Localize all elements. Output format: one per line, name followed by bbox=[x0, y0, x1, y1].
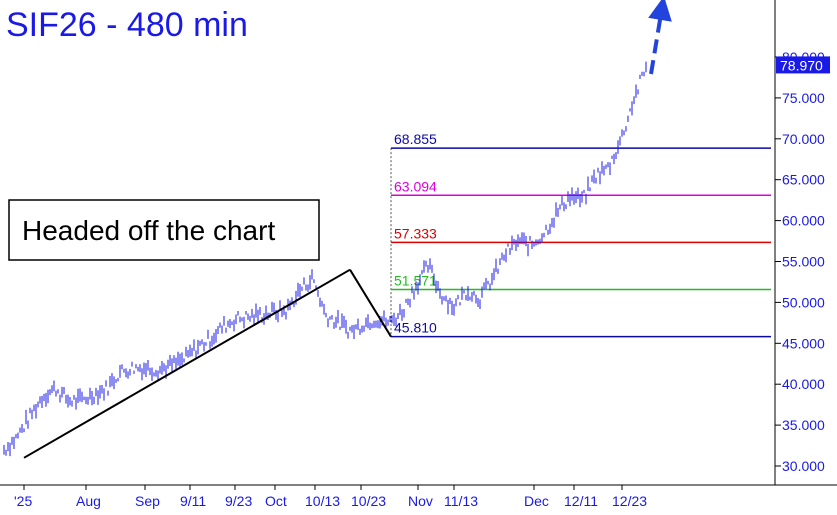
x-tick-label: 10/23 bbox=[351, 493, 386, 509]
x-tick-label: Nov bbox=[408, 493, 433, 509]
pattern-line bbox=[23, 268, 351, 459]
chart-title: SIF26 - 480 min bbox=[6, 6, 248, 44]
x-tick-label: Sep bbox=[135, 493, 160, 509]
annotation-box: Headed off the chart bbox=[8, 199, 320, 261]
pattern-lines bbox=[23, 268, 392, 459]
x-tick-label: 11/13 bbox=[444, 493, 478, 509]
level-label: 57.333 bbox=[394, 225, 437, 241]
level-label: 63.094 bbox=[394, 178, 437, 194]
fib-levels: 68.855 63.094 57.333 51.571 45.810 bbox=[390, 131, 771, 338]
level-label: 68.855 bbox=[394, 131, 437, 147]
x-tick-label: Aug bbox=[76, 493, 101, 509]
x-axis: '25 Aug Sep 9/11 9/23 Oct 10/13 10/23 Nov 11/13 De… bbox=[14, 485, 647, 509]
x-tick-label: Dec bbox=[524, 493, 549, 509]
x-tick-label: 10/13 bbox=[305, 493, 340, 509]
breakout-arrow bbox=[648, 0, 672, 75]
x-tick-label: Oct bbox=[265, 493, 287, 509]
y-tick-label: 35.000 bbox=[782, 417, 825, 433]
y-tick-label: 65.000 bbox=[782, 172, 825, 188]
y-tick-label: 75.000 bbox=[782, 90, 825, 106]
x-tick-label: 9/23 bbox=[225, 493, 252, 509]
annotation-text: Headed off the chart bbox=[22, 215, 275, 246]
y-axis: 30.000 35.000 40.000 45.000 50.000 55.000 60.0… bbox=[775, 49, 825, 474]
y-tick-label: 70.000 bbox=[782, 131, 825, 147]
x-tick-label: 9/11 bbox=[180, 493, 206, 509]
x-tick-label: 12/23 bbox=[612, 493, 647, 509]
y-tick-label: 60.000 bbox=[782, 213, 825, 229]
y-tick-label: 55.000 bbox=[782, 254, 825, 270]
x-tick-label: '25 bbox=[14, 493, 32, 509]
y-tick-label: 30.000 bbox=[782, 458, 825, 474]
level-label: 51.571 bbox=[394, 273, 437, 289]
last-price-tag: 78.970 bbox=[776, 56, 830, 74]
x-tick-label: 12/11 bbox=[564, 493, 598, 509]
y-tick-label: 40.000 bbox=[782, 376, 825, 392]
level-label: 45.810 bbox=[394, 320, 437, 336]
y-tick-label: 50.000 bbox=[782, 294, 825, 310]
y-tick-label: 45.000 bbox=[782, 335, 825, 351]
price-bars bbox=[3, 61, 647, 457]
last-price-label: 78.970 bbox=[780, 57, 823, 73]
pattern-line bbox=[349, 269, 392, 338]
